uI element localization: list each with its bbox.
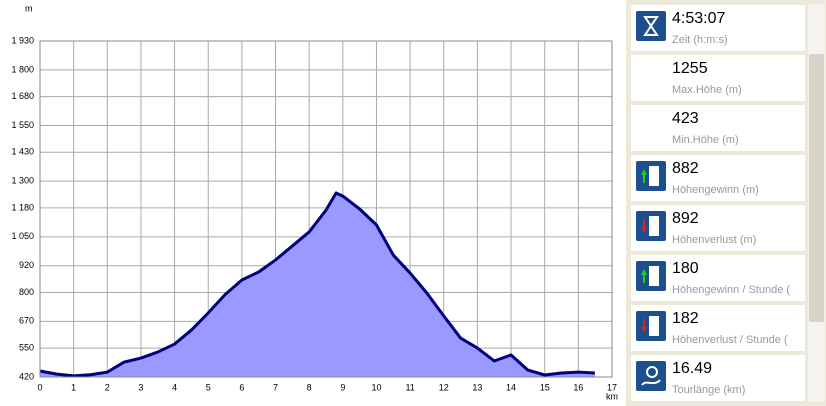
y-tick-label: 920	[19, 260, 34, 270]
x-tick-label: 16	[573, 382, 583, 392]
x-tick-label: 2	[105, 382, 110, 392]
stat-row: 423 Min.Höhe (m)	[631, 105, 805, 151]
stat-icon	[636, 261, 666, 291]
y-tick-label: 420	[19, 371, 34, 381]
stat-row: 182 Höhenverlust / Stunde (	[631, 305, 805, 351]
y-unit: m	[25, 3, 33, 13]
x-unit: km	[606, 391, 618, 401]
x-tick-label: 1	[71, 382, 76, 392]
x-tick-label: 7	[273, 382, 278, 392]
stat-label: Höhengewinn (m)	[672, 184, 759, 196]
x-tick-label: 15	[540, 382, 550, 392]
stat-row: 180 Höhengewinn / Stunde (	[631, 255, 805, 301]
stat-value: 892	[672, 210, 699, 227]
stat-row: 892 Höhenverlust (m)	[631, 205, 805, 251]
profile-line	[39, 191, 595, 378]
stat-value: 180	[672, 260, 699, 277]
x-tick-label: 12	[439, 382, 449, 392]
stat-value: 423	[672, 110, 699, 127]
x-tick-label: 4	[172, 382, 177, 392]
area	[40, 192, 595, 377]
y-tick-label: 670	[19, 316, 34, 326]
x-tick-label: 3	[138, 382, 143, 392]
stat-label: Höhenverlust (m)	[672, 234, 757, 246]
y-tick-label: 1 050	[11, 231, 34, 241]
x-tick-label: 13	[472, 382, 482, 392]
stat-label: Zeit (h:m:s)	[672, 34, 728, 46]
x-tick-label: 8	[307, 382, 312, 392]
stat-icon	[636, 11, 666, 41]
stat-value: 16.49	[672, 360, 713, 377]
stat-value: 182	[672, 310, 699, 327]
scroll-thumb[interactable]	[809, 54, 824, 322]
stat-icon	[636, 211, 666, 241]
stat-label: Min.Höhe (m)	[672, 134, 739, 146]
x-tick-label: 5	[206, 382, 211, 392]
scrollbar[interactable]	[808, 4, 825, 402]
x-tick-label: 17	[607, 382, 617, 392]
stat-label: Höhengewinn / Stunde (	[672, 284, 791, 296]
y-tick-label: 1 430	[11, 147, 34, 157]
x-tick-label: 10	[371, 382, 381, 392]
stat-label: Höhenverlust / Stunde (	[672, 334, 788, 346]
stat-label: Tourlänge (km)	[672, 384, 746, 396]
stat-row: 1255 Max.Höhe (m)	[631, 55, 805, 101]
stat-value: 1255	[672, 60, 708, 77]
x-tick-label: 0	[37, 382, 42, 392]
x-tick-label: 14	[506, 382, 516, 392]
stat-value: 882	[672, 160, 699, 177]
y-tick-label: 1 550	[11, 120, 34, 130]
stat-icon	[636, 361, 666, 391]
y-tick-label: 1 800	[11, 64, 34, 74]
stat-value: 4:53:07	[672, 10, 726, 27]
stat-row: 4:53:07 Zeit (h:m:s)	[631, 5, 805, 51]
y-tick-label: 800	[19, 287, 34, 297]
stat-row: 882 Höhengewinn (m)	[631, 155, 805, 201]
x-tick-label: 6	[239, 382, 244, 392]
stat-icon	[636, 161, 666, 191]
stat-row: 16.49 Tourlänge (km)	[631, 355, 805, 401]
y-tick-label: 1 680	[11, 91, 34, 101]
y-tick-label: 1 930	[11, 35, 34, 45]
y-tick-label: 550	[19, 342, 34, 352]
x-tick-label: 11	[405, 382, 414, 392]
stat-label: Max.Höhe (m)	[672, 84, 742, 96]
y-tick-label: 1 300	[11, 176, 34, 186]
stat-icon	[636, 311, 666, 341]
y-tick-label: 1 180	[11, 202, 34, 212]
x-tick-label: 9	[340, 382, 345, 392]
plot-border	[39, 40, 613, 378]
